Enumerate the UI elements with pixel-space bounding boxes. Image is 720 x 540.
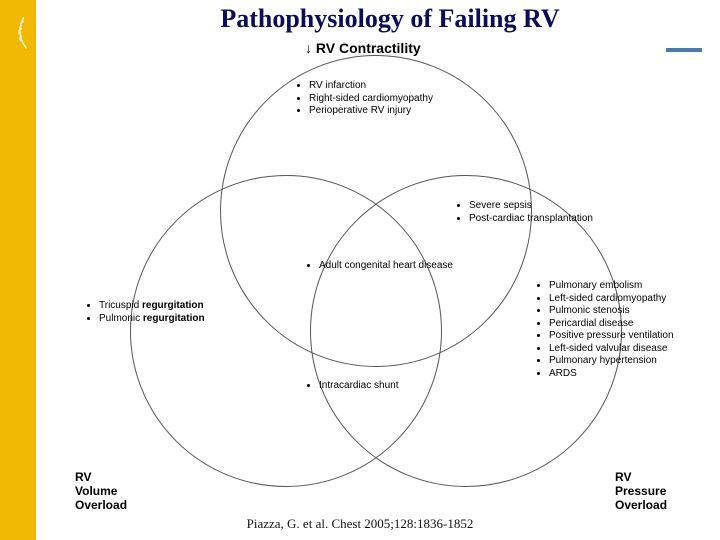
heading-rv-pressure-overload: RV Pressure Overload	[615, 470, 667, 512]
list-item: Adult congenital heart disease	[319, 260, 453, 273]
citation: Piazza, G. et al. Chest 2005;128:1836-18…	[0, 516, 720, 532]
laurel-icon	[10, 10, 56, 56]
list-item: RV infarction	[309, 80, 433, 93]
region-top-only: RV infarctionRight-sided cardiomyopathyP…	[295, 80, 433, 118]
heading-rv-contractility: ↓ RV Contractility	[305, 40, 421, 56]
list-item: Tricuspid regurgitation	[99, 300, 205, 313]
list-item: Post-cardiac transplantation	[469, 213, 593, 226]
list-item: Pulmonary embolism	[549, 280, 674, 293]
list-item: Left-sided valvular disease	[549, 343, 674, 356]
list-item: Positive pressure ventilation	[549, 330, 674, 343]
region-right-only: Pulmonary embolismLeft-sided cardiomyopa…	[535, 280, 674, 380]
gold-sidebar	[0, 0, 36, 540]
list-item: Severe sepsis	[469, 200, 593, 213]
heading-rv-volume-overload: RV Volume Overload	[75, 470, 127, 512]
list-item: Pulmonic regurgitation	[99, 313, 205, 326]
sidebar-gap	[36, 0, 41, 540]
list-item: Left-sided cardiomyopathy	[549, 293, 674, 306]
region-left-right: Intracardiac shunt	[305, 380, 399, 393]
list-item: Right-sided cardiomyopathy	[309, 93, 433, 106]
list-item: Pulmonic stenosis	[549, 305, 674, 318]
list-item: Pericardial disease	[549, 318, 674, 331]
region-center: Adult congenital heart disease	[305, 260, 453, 273]
venn-stage: ↓ RV Contractility RV Volume Overload RV…	[55, 40, 715, 510]
list-item: ARDS	[549, 368, 674, 381]
list-item: Intracardiac shunt	[319, 380, 399, 393]
region-top-right: Severe sepsisPost-cardiac transplantatio…	[455, 200, 593, 225]
region-left-only: Tricuspid regurgitationPulmonic regurgit…	[85, 300, 205, 325]
slide-title: Pathophysiology of Failing RV	[80, 4, 700, 34]
list-item: Perioperative RV injury	[309, 105, 433, 118]
list-item: Pulmonary hypertension	[549, 355, 674, 368]
